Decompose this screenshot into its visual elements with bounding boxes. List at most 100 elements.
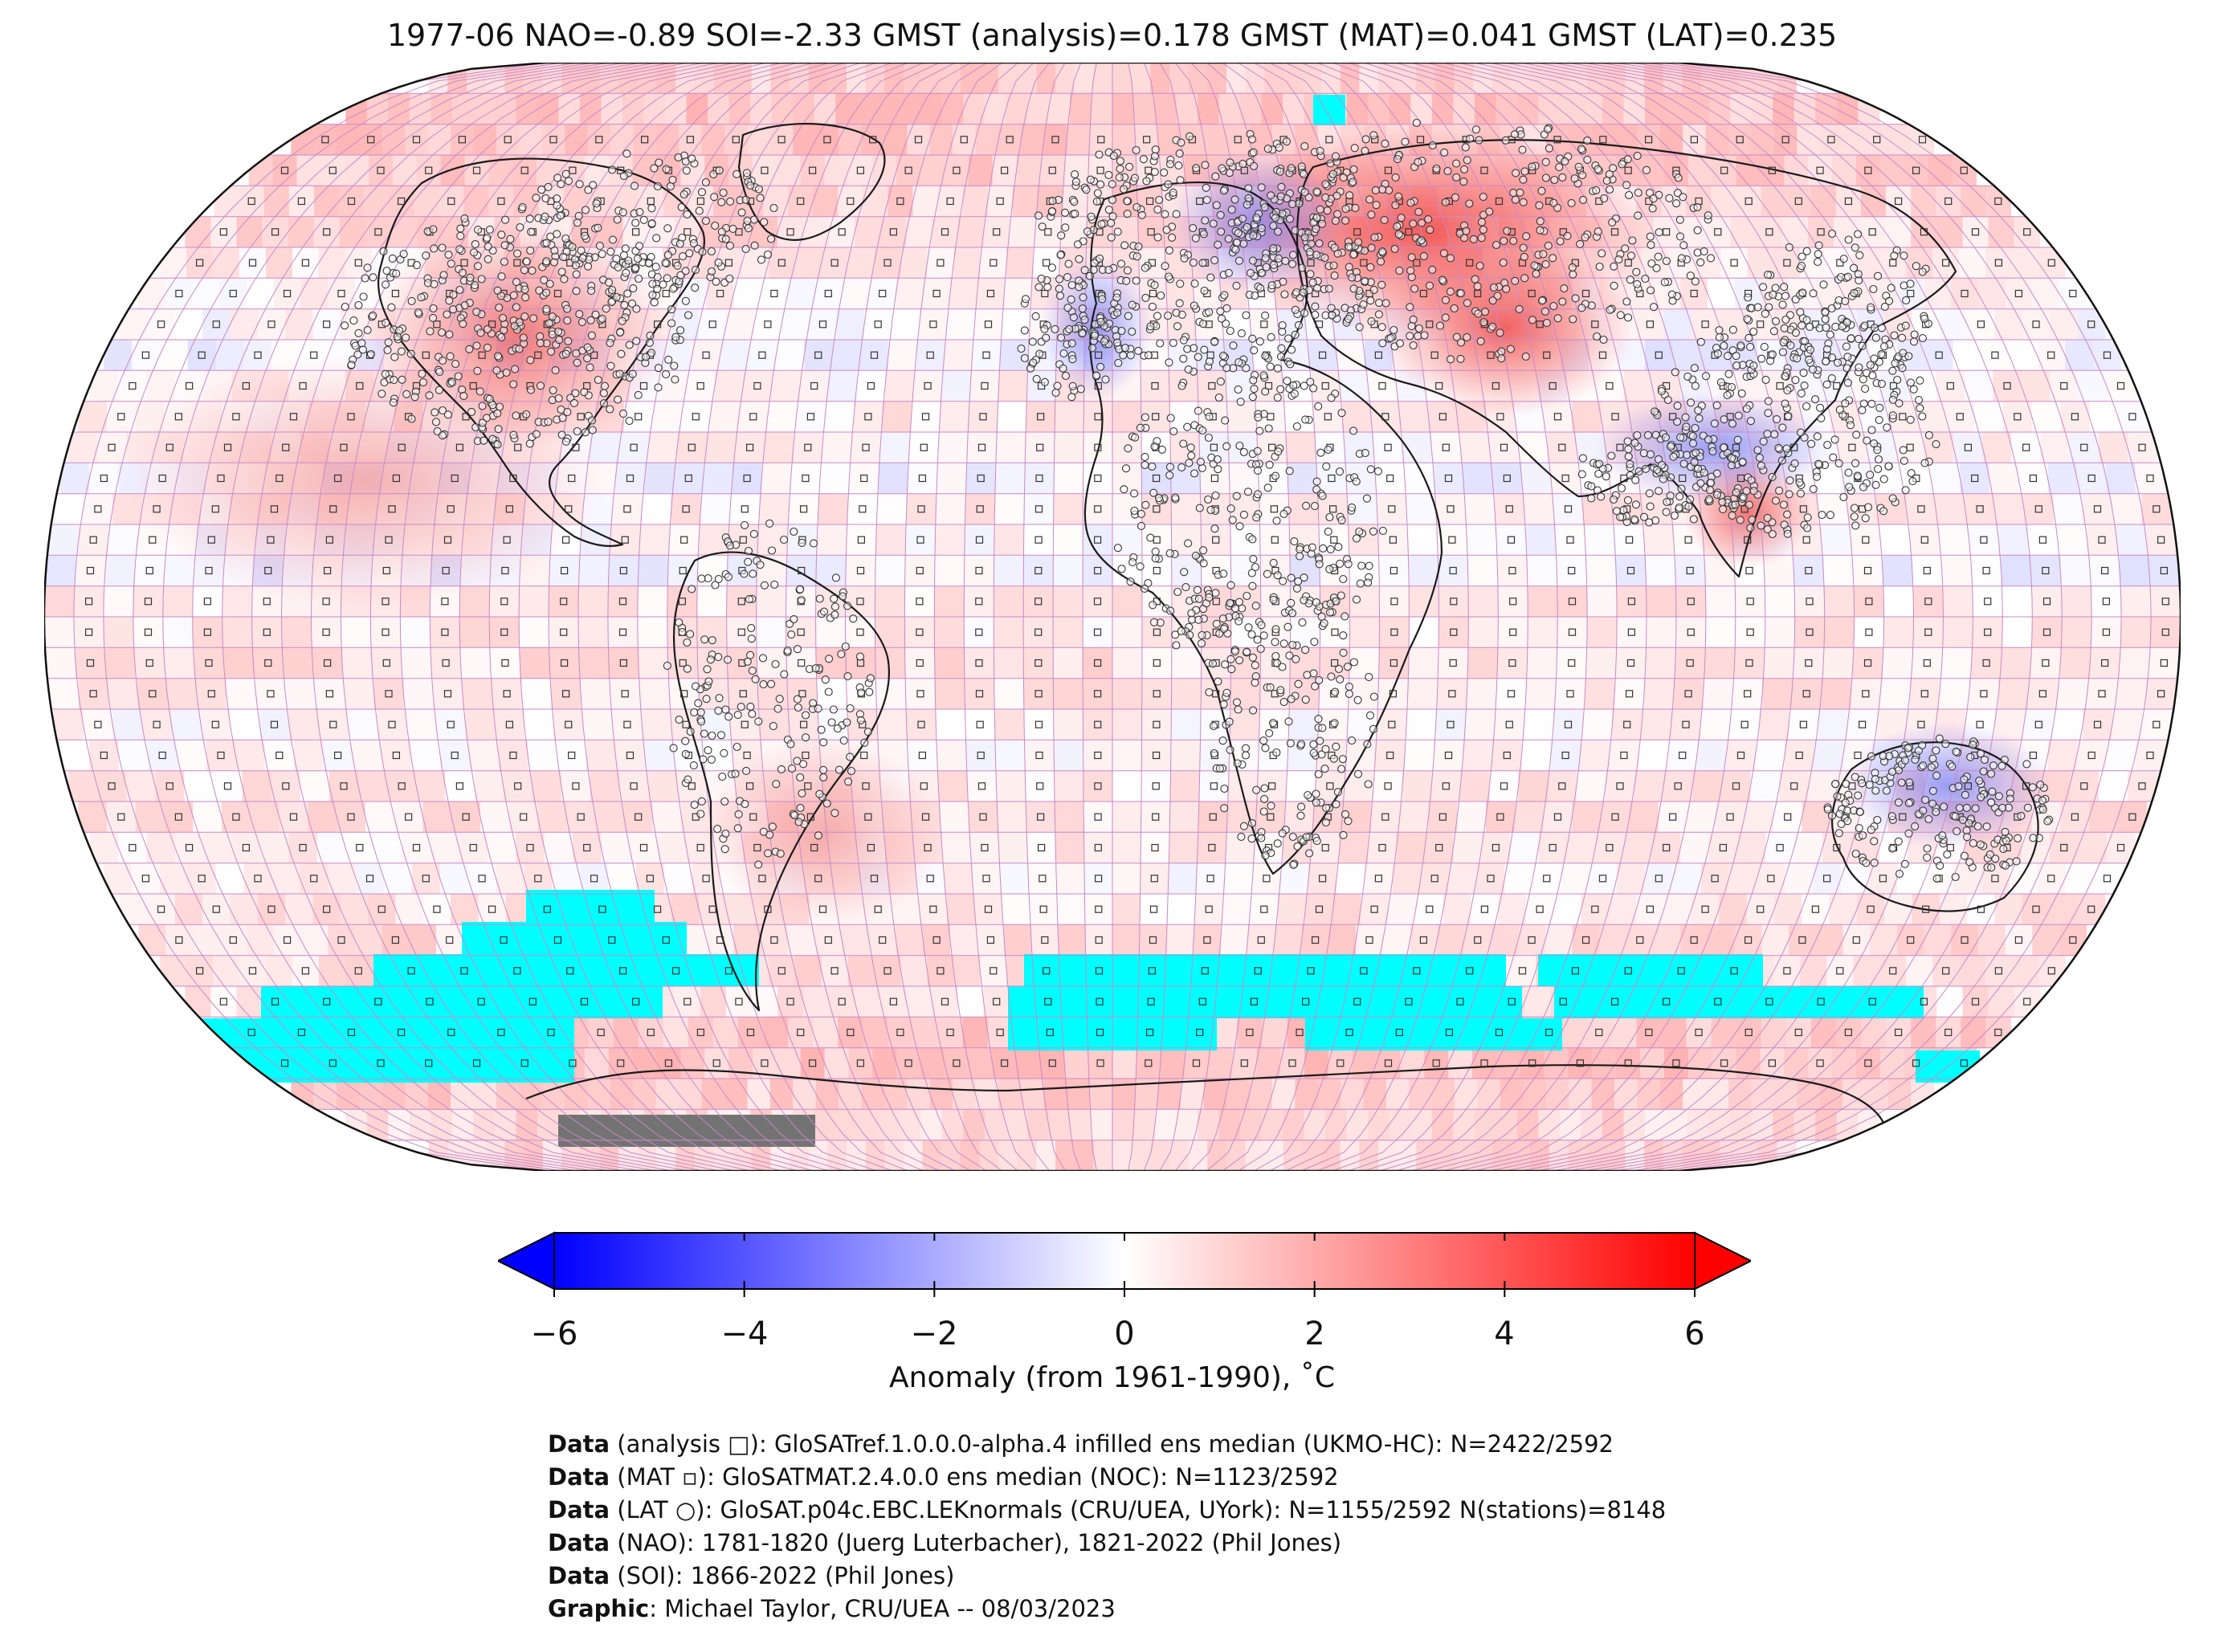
grid-cell [2065,863,2094,895]
grid-cell [1651,832,1681,864]
station-circle-marker [1172,308,1181,317]
grid-cell [1141,370,1170,402]
station-circle-marker [1583,155,1592,164]
station-circle-marker [645,338,654,347]
grid-cell [855,216,881,248]
grid-cell [1555,678,1585,710]
grid-cell [1736,186,1762,218]
station-circle-marker [1218,164,1226,173]
grid-cell [965,493,996,525]
grid-cell [389,186,414,218]
station-circle-marker [497,230,506,239]
grid-cell [104,617,134,648]
grid-cell [1858,93,1880,125]
station-circle-marker [520,285,529,294]
grid-cell [803,986,830,1018]
station-circle-marker [1377,257,1385,266]
station-circle-marker [1377,280,1386,289]
grid-cell [975,124,999,156]
grid-cell [998,832,1028,864]
station-circle-marker [1212,201,1221,210]
station-circle-marker [1070,198,1079,206]
station-circle-marker [1367,210,1376,219]
station-circle-marker [460,214,469,223]
station-circle-marker [580,231,590,240]
station-circle-marker [509,430,518,439]
station-circle-marker [1185,132,1194,141]
station-circle-marker [1440,148,1449,157]
grid-cell [1207,1140,1227,1171]
grid-cell [210,986,238,1018]
station-circle-marker [1288,200,1297,209]
grid-cell [186,955,214,987]
grid-cell [998,1079,1022,1110]
station-circle-marker [1332,191,1341,200]
grid-cell [763,1017,789,1049]
grid-cell [1518,770,1549,802]
station-circle-marker [1647,240,1655,249]
station-circle-marker [1287,164,1296,173]
grid-cell [856,93,879,125]
grid-cell [932,986,959,1018]
grid-cell [439,863,469,895]
grid-cell [2112,493,2142,525]
station-circle-marker [1528,162,1536,171]
grid-cell [828,370,858,402]
grid-cell [908,463,938,495]
grid-cell [230,894,259,925]
station-circle-marker [1704,211,1712,220]
station-circle-marker [623,289,632,298]
grid-cell [132,340,161,371]
grid-cell [112,709,143,740]
grid-cell [1729,709,1761,740]
station-circle-marker [583,354,592,363]
grid-cell [206,740,236,772]
station-circle-marker [1606,305,1614,314]
station-circle-marker [1540,307,1549,316]
station-circle-marker [426,327,435,336]
grid-cell [292,247,320,279]
station-circle-marker [595,242,604,251]
grid-cell [1549,63,1569,94]
station-circle-marker [1134,242,1143,251]
grid-cell [874,247,902,279]
grid-cell [824,1047,850,1079]
grid-cell [907,124,931,156]
grid-cell [578,617,609,648]
station-circle-marker [574,211,583,220]
grid-cell [165,278,194,310]
station-circle-marker [1300,308,1309,317]
station-circle-marker [425,391,434,400]
grid-cell [1247,924,1275,957]
grid-cell [1585,678,1615,710]
grid-cell [1883,555,1913,587]
station-circle-marker [1251,291,1259,300]
grid-cell [1616,585,1647,618]
grid-cell [1985,955,2013,987]
grid-cell [934,555,965,587]
station-circle-marker [1226,158,1234,167]
station-circle-marker [1120,185,1128,194]
station-circle-marker [359,292,368,301]
station-circle-marker [532,430,541,438]
grid-cell [2005,278,2033,310]
grid-cell [728,524,759,556]
grid-cell [184,770,214,802]
grid-cell [1150,63,1170,94]
station-circle-marker [1691,277,1700,286]
station-circle-marker [402,333,410,342]
station-circle-marker [407,296,416,305]
station-circle-marker [1519,175,1528,184]
grid-cell [494,93,516,125]
grid-cell [1166,924,1194,957]
grid-cell [730,493,761,525]
grid-cell [949,924,978,957]
grid-cell [1904,155,1929,186]
station-circle-marker [1558,297,1567,306]
station-circle-marker [1528,316,1537,324]
grid-cell [409,924,437,957]
grid-cell [920,93,943,125]
station-circle-marker [629,284,638,293]
station-circle-marker [1115,173,1124,182]
grid-cell [133,585,164,618]
